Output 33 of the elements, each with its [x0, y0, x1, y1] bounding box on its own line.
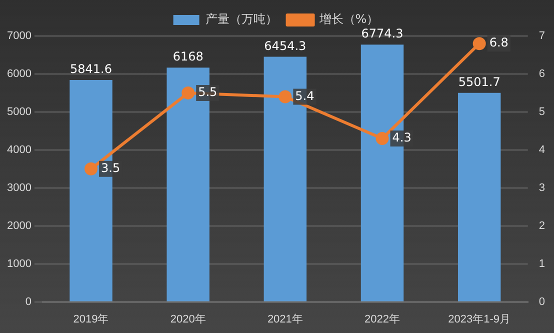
y-tick-label: 1000 — [6, 258, 32, 270]
data-label: 5841.6 — [70, 62, 112, 76]
y-tick-label: 2000 — [6, 220, 32, 232]
y2-tick-label: 3 — [538, 182, 546, 194]
data-label: 6454.3 — [264, 38, 306, 53]
y2-tick-label: 6 — [538, 68, 546, 80]
x-tick-label: 2019年 — [73, 313, 109, 326]
y2-tick-label: 4 — [538, 144, 546, 156]
y2-tick-label: 2 — [538, 220, 546, 232]
y2-tick-label: 1 — [538, 258, 546, 270]
y2-tick-label: 7 — [538, 30, 546, 42]
data-label: 6.8 — [489, 36, 508, 50]
data-label: 6774.3 — [361, 26, 404, 41]
data-label: 5.4 — [295, 88, 314, 103]
data-label: 4.3 — [392, 130, 412, 145]
data-label: 5501.7 — [458, 75, 500, 90]
x-tick-label: 2020年 — [170, 313, 206, 326]
y2-tick-label: 5 — [538, 106, 546, 118]
y-tick-label: 7000 — [6, 30, 32, 42]
legend-label: 增长（%） — [318, 12, 379, 26]
y-tick-label: 6000 — [6, 68, 32, 80]
data-label: 6168 — [172, 50, 204, 64]
legend-label: 产量（万吨） — [205, 12, 278, 26]
y2-tick-label: 0 — [538, 296, 546, 308]
y-tick-label: 4000 — [6, 144, 32, 156]
data-label: 3.5 — [101, 161, 120, 176]
y-tick-label: 5000 — [6, 106, 32, 118]
x-tick-label: 2023年1-9月 — [448, 313, 511, 326]
x-tick-label: 2021年 — [267, 313, 303, 326]
data-label: 5.5 — [198, 85, 218, 100]
y-tick-label: 0 — [25, 296, 32, 308]
y-tick-label: 3000 — [6, 182, 32, 194]
x-tick-label: 2022年 — [364, 313, 400, 326]
